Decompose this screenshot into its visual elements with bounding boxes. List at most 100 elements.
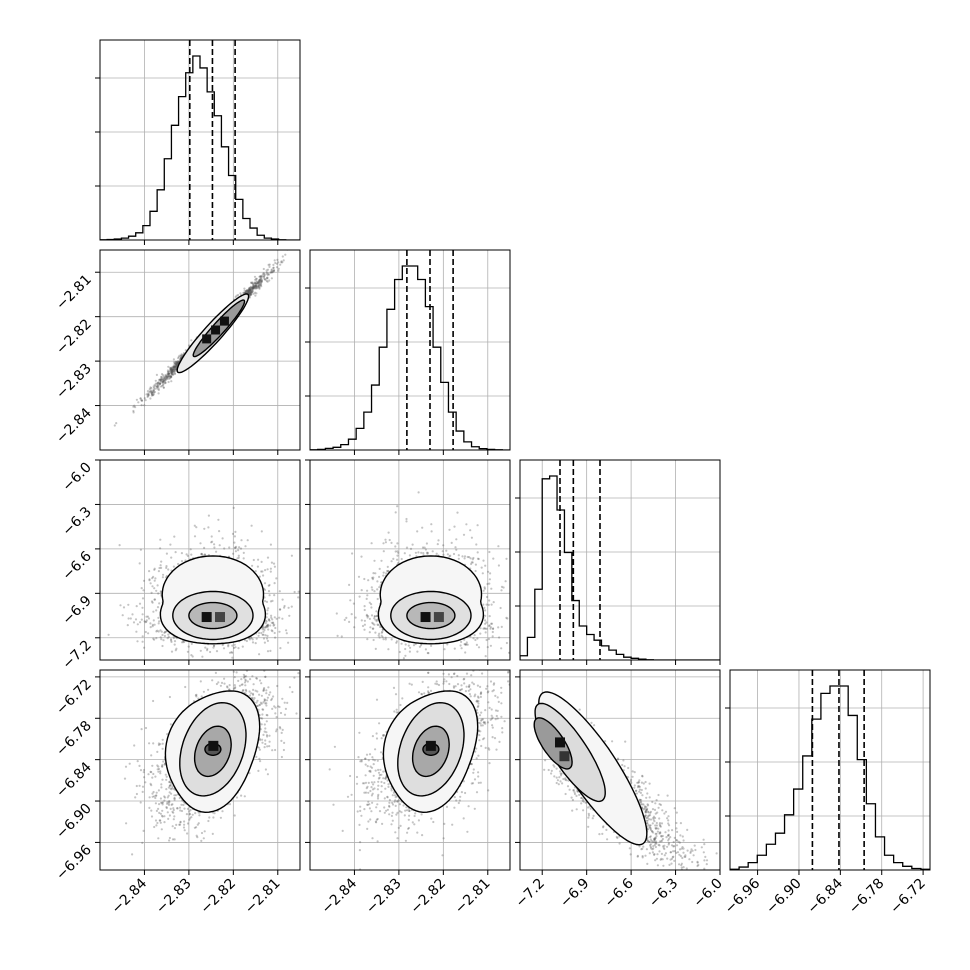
scatter-point xyxy=(141,613,144,616)
scatter-point xyxy=(259,279,262,282)
scatter-point xyxy=(254,294,257,297)
scatter-point xyxy=(172,366,175,369)
scatter-point xyxy=(140,618,143,621)
scatter-point xyxy=(485,638,488,642)
scatter-point xyxy=(259,275,262,278)
scatter-point xyxy=(267,628,270,631)
scatter-point xyxy=(265,624,268,628)
scatter-point xyxy=(252,287,255,290)
scatter-point xyxy=(266,268,270,271)
scatter-point xyxy=(174,361,177,364)
scatter-point xyxy=(250,288,253,291)
scatter-point xyxy=(253,284,256,287)
scatter-point xyxy=(162,379,165,382)
scatter-point xyxy=(173,372,176,375)
scatter-point xyxy=(150,390,153,393)
scatter-point xyxy=(180,354,183,357)
scatter-point xyxy=(463,638,466,641)
scatter-point xyxy=(162,386,165,389)
scatter-point xyxy=(186,650,189,653)
scatter-point xyxy=(161,576,164,579)
scatter-point xyxy=(157,392,160,395)
scatter-point xyxy=(250,637,253,640)
scatter-point xyxy=(148,390,152,393)
scatter-point xyxy=(345,616,348,620)
scatter-point xyxy=(285,632,288,635)
scatter-point xyxy=(173,366,176,369)
scatter-point xyxy=(186,554,189,558)
scatter-point xyxy=(283,604,286,608)
scatter-point xyxy=(237,293,240,297)
scatter-point xyxy=(169,367,172,370)
scatter-point xyxy=(162,380,165,383)
scatter-point xyxy=(157,622,160,625)
scatter-panel xyxy=(107,506,300,659)
scatter-point xyxy=(176,360,179,363)
scatter-point xyxy=(268,594,271,597)
scatter-point xyxy=(212,646,215,649)
scatter-point xyxy=(258,287,261,290)
scatter-point xyxy=(155,630,158,633)
scatter-point xyxy=(371,576,374,580)
scatter-point xyxy=(257,558,260,561)
scatter-point xyxy=(206,647,209,651)
scatter-point xyxy=(283,606,286,609)
scatter-point xyxy=(279,608,282,611)
scatter-point xyxy=(474,563,477,566)
scatter-point xyxy=(252,287,255,290)
scatter-point xyxy=(250,286,253,289)
scatter-point xyxy=(213,546,216,549)
scatter-point xyxy=(171,369,174,372)
scatter-point xyxy=(155,609,158,612)
scatter-point xyxy=(190,642,193,646)
scatter-point xyxy=(159,385,163,388)
scatter-point xyxy=(247,290,250,293)
scatter-point xyxy=(252,286,255,289)
scatter-point xyxy=(173,365,176,368)
scatter-point xyxy=(266,556,270,559)
scatter-point xyxy=(377,623,380,627)
scatter-point xyxy=(243,287,246,290)
scatter-point xyxy=(170,639,173,642)
scatter-point xyxy=(164,379,167,382)
scatter-point xyxy=(241,645,244,648)
scatter-point xyxy=(136,640,139,643)
scatter-point xyxy=(238,546,241,549)
scatter-point xyxy=(365,613,368,617)
scatter-point xyxy=(263,588,267,592)
scatter-point xyxy=(173,361,176,364)
scatter-point xyxy=(174,366,177,369)
scatter-point xyxy=(250,281,253,284)
scatter-point xyxy=(246,291,250,294)
scatter-point xyxy=(164,630,167,633)
scatter-point xyxy=(172,373,175,376)
scatter-point xyxy=(255,277,258,280)
scatter-point xyxy=(140,404,143,407)
scatter-point xyxy=(256,286,259,289)
scatter-point xyxy=(171,373,174,376)
scatter-point xyxy=(248,292,251,295)
scatter-point xyxy=(172,368,175,371)
scatter-point xyxy=(166,375,169,378)
scatter-point xyxy=(174,369,177,372)
scatter-point xyxy=(266,623,269,626)
scatter-point xyxy=(263,628,266,632)
scatter-point xyxy=(281,617,284,620)
scatter-point xyxy=(258,279,261,282)
scatter-point xyxy=(260,275,263,278)
scatter-point xyxy=(261,633,264,636)
scatter-point xyxy=(209,650,212,654)
scatter-point xyxy=(166,373,169,376)
scatter-point xyxy=(203,527,206,530)
scatter-point xyxy=(264,278,267,281)
scatter-point xyxy=(210,535,213,538)
scatter-point xyxy=(173,369,176,373)
scatter-point xyxy=(242,291,245,294)
scatter-point xyxy=(207,526,210,529)
scatter-point xyxy=(277,261,280,264)
scatter-point xyxy=(122,606,126,609)
scatter-point xyxy=(268,618,271,622)
scatter-point xyxy=(136,623,139,626)
scatter-point xyxy=(148,391,151,394)
scatter-point xyxy=(250,287,253,290)
